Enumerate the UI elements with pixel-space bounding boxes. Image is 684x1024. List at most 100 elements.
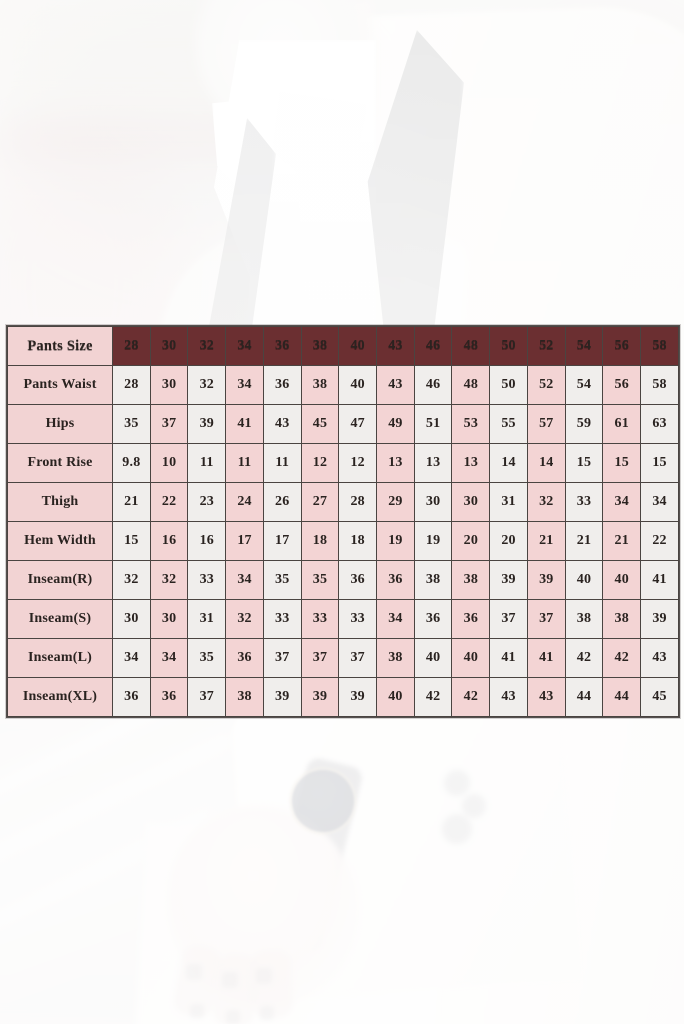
table-row: Inseam(S) 30 30 31 32 33 33 33 34 36 36 37 37 38 38 39 <box>7 599 679 639</box>
row-label-inseamxl: Inseam(XL) <box>7 677 113 717</box>
cell-thigh-58: 34 <box>640 482 679 522</box>
cell-inseams-54: 38 <box>564 599 604 639</box>
cell-front-rise-36: 11 <box>262 443 302 483</box>
cell-inseamxl-30: 36 <box>149 677 189 717</box>
cell-inseaml-58: 43 <box>640 638 679 678</box>
cell-thigh-52: 32 <box>526 482 566 522</box>
cell-hips-28: 35 <box>112 404 151 444</box>
cell-pants-waist-38: 38 <box>300 365 340 405</box>
cell-thigh-30: 22 <box>149 482 189 522</box>
cell-inseamr-36: 35 <box>262 560 302 600</box>
cell-pants-waist-30: 30 <box>149 365 189 405</box>
row-label-thigh: Thigh <box>7 482 113 522</box>
cell-inseamxl-56: 44 <box>602 677 642 717</box>
cell-inseaml-54: 42 <box>564 638 604 678</box>
row-label-pants-waist: Pants Waist <box>7 365 113 405</box>
cell-front-rise-58: 15 <box>640 443 679 483</box>
cell-inseamr-34: 34 <box>225 560 264 600</box>
cell-inseamxl-50: 43 <box>489 677 528 717</box>
cell-hem-width-52: 21 <box>526 521 566 561</box>
table-row: Inseam(R) 32 32 33 34 35 35 36 36 38 38 39 39 40 40 41 <box>7 560 679 600</box>
cell-hips-48: 53 <box>451 404 491 444</box>
cell-hem-width-56: 21 <box>602 521 642 561</box>
cell-inseamxl-40: 39 <box>338 677 378 717</box>
cell-hips-58: 63 <box>640 404 679 444</box>
cell-inseaml-50: 41 <box>489 638 528 678</box>
cell-hem-width-46: 19 <box>413 521 453 561</box>
cell-inseams-30: 30 <box>149 599 189 639</box>
size-column-header-36: 36 <box>262 326 302 366</box>
cell-hips-50: 55 <box>489 404 528 444</box>
table-row: Hem Width 15 16 16 17 17 18 18 19 19 20 20 21 21 21 22 <box>7 521 679 561</box>
cell-inseaml-30: 34 <box>149 638 189 678</box>
cell-inseamr-52: 39 <box>526 560 566 600</box>
cell-pants-waist-28: 28 <box>112 365 151 405</box>
finger-tattoo <box>222 972 238 988</box>
cell-inseamxl-38: 39 <box>300 677 340 717</box>
table-row: Pants Waist 28 30 32 34 36 38 40 43 46 48 50 52 54 56 5… <box>7 365 679 405</box>
lapel-button <box>442 814 472 844</box>
cell-inseamr-32: 33 <box>187 560 227 600</box>
row-label-front-rise: Front Rise <box>7 443 113 483</box>
table-row: Thigh 21 22 23 24 26 27 28 29 30 30 31 32 33 34 34 <box>7 482 679 522</box>
cell-inseamr-38: 35 <box>300 560 340 600</box>
cell-inseaml-40: 37 <box>338 638 378 678</box>
cell-inseamxl-48: 42 <box>451 677 491 717</box>
cell-front-rise-40: 12 <box>338 443 378 483</box>
cell-hem-width-34: 17 <box>225 521 264 561</box>
size-column-header-38: 38 <box>300 326 340 366</box>
cell-inseamr-50: 39 <box>489 560 528 600</box>
cell-front-rise-43: 13 <box>376 443 415 483</box>
cell-thigh-48: 30 <box>451 482 491 522</box>
cell-inseams-46: 36 <box>413 599 453 639</box>
size-chart-header: Pants Size 28 30 32 34 36 38 40 43 46 48 50 52 54 56 5… <box>7 326 679 366</box>
cell-hips-46: 51 <box>413 404 453 444</box>
cell-inseaml-56: 42 <box>602 638 642 678</box>
cell-inseams-48: 36 <box>451 599 491 639</box>
cell-pants-waist-56: 56 <box>602 365 642 405</box>
header-row: Pants Size 28 30 32 34 36 38 40 43 46 48 50 52 54 56 5… <box>7 326 679 366</box>
cell-hips-38: 45 <box>300 404 340 444</box>
cell-hem-width-38: 18 <box>300 521 340 561</box>
cell-inseaml-52: 41 <box>526 638 566 678</box>
row-label-hips: Hips <box>7 404 113 444</box>
cell-inseamxl-28: 36 <box>112 677 151 717</box>
cell-inseamxl-52: 43 <box>526 677 566 717</box>
cell-inseamr-54: 40 <box>564 560 604 600</box>
cell-inseaml-48: 40 <box>451 638 491 678</box>
cell-inseaml-32: 35 <box>187 638 227 678</box>
row-label-hem-width: Hem Width <box>7 521 113 561</box>
cell-inseams-34: 32 <box>225 599 264 639</box>
finger-tattoo <box>190 1004 204 1018</box>
cell-hips-34: 41 <box>225 404 264 444</box>
cell-hips-36: 43 <box>262 404 302 444</box>
size-column-header-56: 56 <box>602 326 642 366</box>
cell-inseaml-38: 37 <box>300 638 340 678</box>
cell-hem-width-28: 15 <box>112 521 151 561</box>
cell-pants-waist-40: 40 <box>338 365 378 405</box>
cell-hips-32: 39 <box>187 404 227 444</box>
cell-inseamxl-34: 38 <box>225 677 264 717</box>
table-row: Front Rise 9.8 10 11 11 11 12 12 13 13 13 14 14 15 15 1… <box>7 443 679 483</box>
cell-hips-56: 61 <box>602 404 642 444</box>
cell-hem-width-50: 20 <box>489 521 528 561</box>
size-column-header-32: 32 <box>187 326 227 366</box>
cell-pants-waist-46: 46 <box>413 365 453 405</box>
cell-pants-waist-36: 36 <box>262 365 302 405</box>
cell-inseamxl-46: 42 <box>413 677 453 717</box>
cell-hips-54: 59 <box>564 404 604 444</box>
cell-hem-width-54: 21 <box>564 521 604 561</box>
cell-inseamr-56: 40 <box>602 560 642 600</box>
cell-hem-width-58: 22 <box>640 521 679 561</box>
cell-thigh-36: 26 <box>262 482 302 522</box>
cell-inseaml-28: 34 <box>112 638 151 678</box>
cell-inseamxl-36: 39 <box>262 677 302 717</box>
cell-hips-30: 37 <box>149 404 189 444</box>
cell-front-rise-54: 15 <box>564 443 604 483</box>
finger-tattoo <box>186 964 202 980</box>
cell-pants-waist-58: 58 <box>640 365 679 405</box>
size-column-header-58: 58 <box>640 326 679 366</box>
cell-inseamxl-58: 45 <box>640 677 679 717</box>
cell-pants-waist-50: 50 <box>489 365 528 405</box>
